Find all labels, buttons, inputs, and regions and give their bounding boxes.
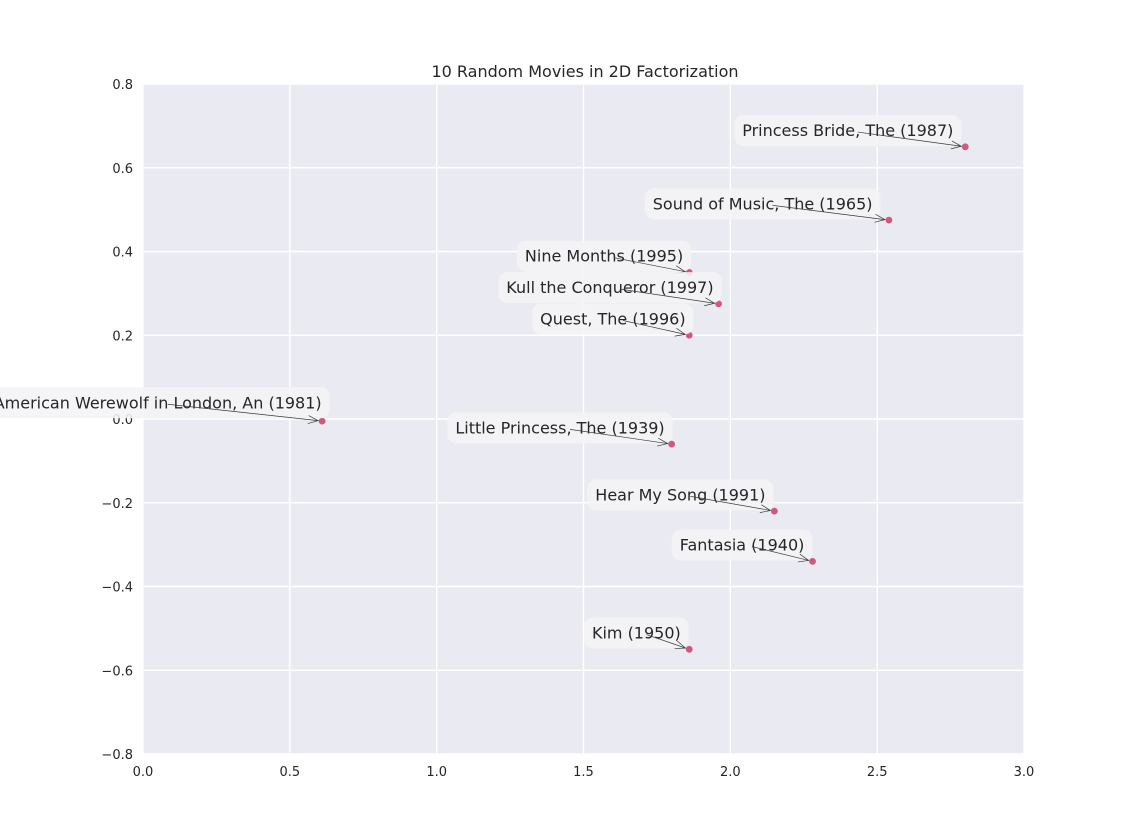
- chart-title: 10 Random Movies in 2D Factorization: [431, 62, 738, 81]
- annotation-label: Little Princess, The (1939): [455, 418, 664, 437]
- annotation-arrow: [167, 403, 319, 422]
- annotation-label: American Werewolf in London, An (1981): [0, 393, 322, 412]
- annotation-box: [0, 387, 330, 419]
- annotation-arrow: [690, 496, 771, 511]
- annotation-box: [532, 303, 694, 335]
- y-tick-label: 0.8: [112, 78, 133, 93]
- annotation-label: Quest, The (1996): [540, 310, 685, 329]
- point-annotation: Quest, The (1996): [532, 303, 694, 337]
- data-point: [318, 417, 326, 425]
- annotation-arrow: [772, 204, 885, 220]
- annotation-box: [583, 617, 689, 649]
- annotation-label: Sound of Music, The (1965): [653, 194, 873, 213]
- point-annotation: Kim (1950): [583, 617, 689, 649]
- annotation-arrowhead: [797, 553, 810, 563]
- annotation-arrow: [857, 131, 962, 147]
- annotation-arrow: [646, 634, 686, 649]
- annotation-arrowhead: [657, 437, 669, 447]
- point-annotation: Fantasia (1940): [671, 529, 813, 563]
- annotation-arrow: [613, 257, 686, 273]
- x-tick-label: 2.0: [720, 765, 741, 780]
- annotation-label: Hear My Song (1991): [595, 485, 765, 504]
- data-point: [668, 440, 675, 448]
- point-annotation: Princess Bride, The (1987): [734, 115, 963, 150]
- annotation-arrow: [751, 546, 809, 561]
- y-tick-label: −0.6: [101, 664, 133, 679]
- data-point: [685, 645, 693, 653]
- y-tick-label: −0.2: [101, 497, 133, 512]
- point-annotation: American Werewolf in London, An (1981): [0, 387, 330, 424]
- point-annotation: Little Princess, The (1939): [447, 412, 673, 447]
- annotation-label: Princess Bride, The (1987): [742, 121, 953, 140]
- annotation-arrowhead: [307, 415, 320, 424]
- annotation-arrow: [619, 288, 715, 304]
- annotation-arrow: [569, 429, 668, 444]
- point-annotation: Hear My Song (1991): [587, 479, 774, 513]
- data-point: [809, 557, 816, 565]
- data-point: [961, 143, 969, 151]
- annotation-arrowhead: [874, 214, 886, 223]
- annotation-arrow: [622, 320, 686, 335]
- annotation-label: Fantasia (1940): [680, 536, 805, 555]
- x-tick-label: 1.5: [573, 765, 594, 780]
- x-tick-label: 0.5: [279, 765, 300, 780]
- point-annotation: Nine Months (1995): [516, 240, 692, 275]
- x-tick-label: 2.5: [867, 765, 888, 780]
- annotation-box: [498, 272, 722, 304]
- data-point: [715, 300, 722, 308]
- x-tick-label: 1.0: [426, 765, 447, 780]
- x-tick-label: 3.0: [1014, 765, 1035, 780]
- y-tick-label: 0.6: [112, 162, 133, 177]
- y-tick-label: −0.8: [101, 748, 133, 763]
- annotation-label: Kim (1950): [592, 624, 681, 643]
- annotation-label: Nine Months (1995): [525, 247, 683, 266]
- point-annotation: Sound of Music, The (1965): [644, 188, 886, 223]
- annotation-label: Kull the Conqueror (1997): [506, 278, 713, 297]
- y-tick-label: 0.4: [112, 246, 133, 261]
- x-tick-label: 0.0: [133, 765, 154, 780]
- data-point: [770, 507, 778, 515]
- annotation-box: [447, 412, 673, 444]
- annotation-arrowhead: [674, 640, 687, 649]
- y-tick-label: −0.4: [101, 581, 133, 596]
- annotation-arrowhead: [674, 328, 687, 337]
- point-annotation: Kull the Conqueror (1997): [498, 272, 722, 307]
- data-point: [885, 216, 893, 224]
- y-tick-label: 0.2: [112, 329, 133, 344]
- annotation-arrowhead: [759, 504, 772, 513]
- annotation-arrowhead: [704, 297, 716, 307]
- annotation-arrowhead: [950, 140, 963, 150]
